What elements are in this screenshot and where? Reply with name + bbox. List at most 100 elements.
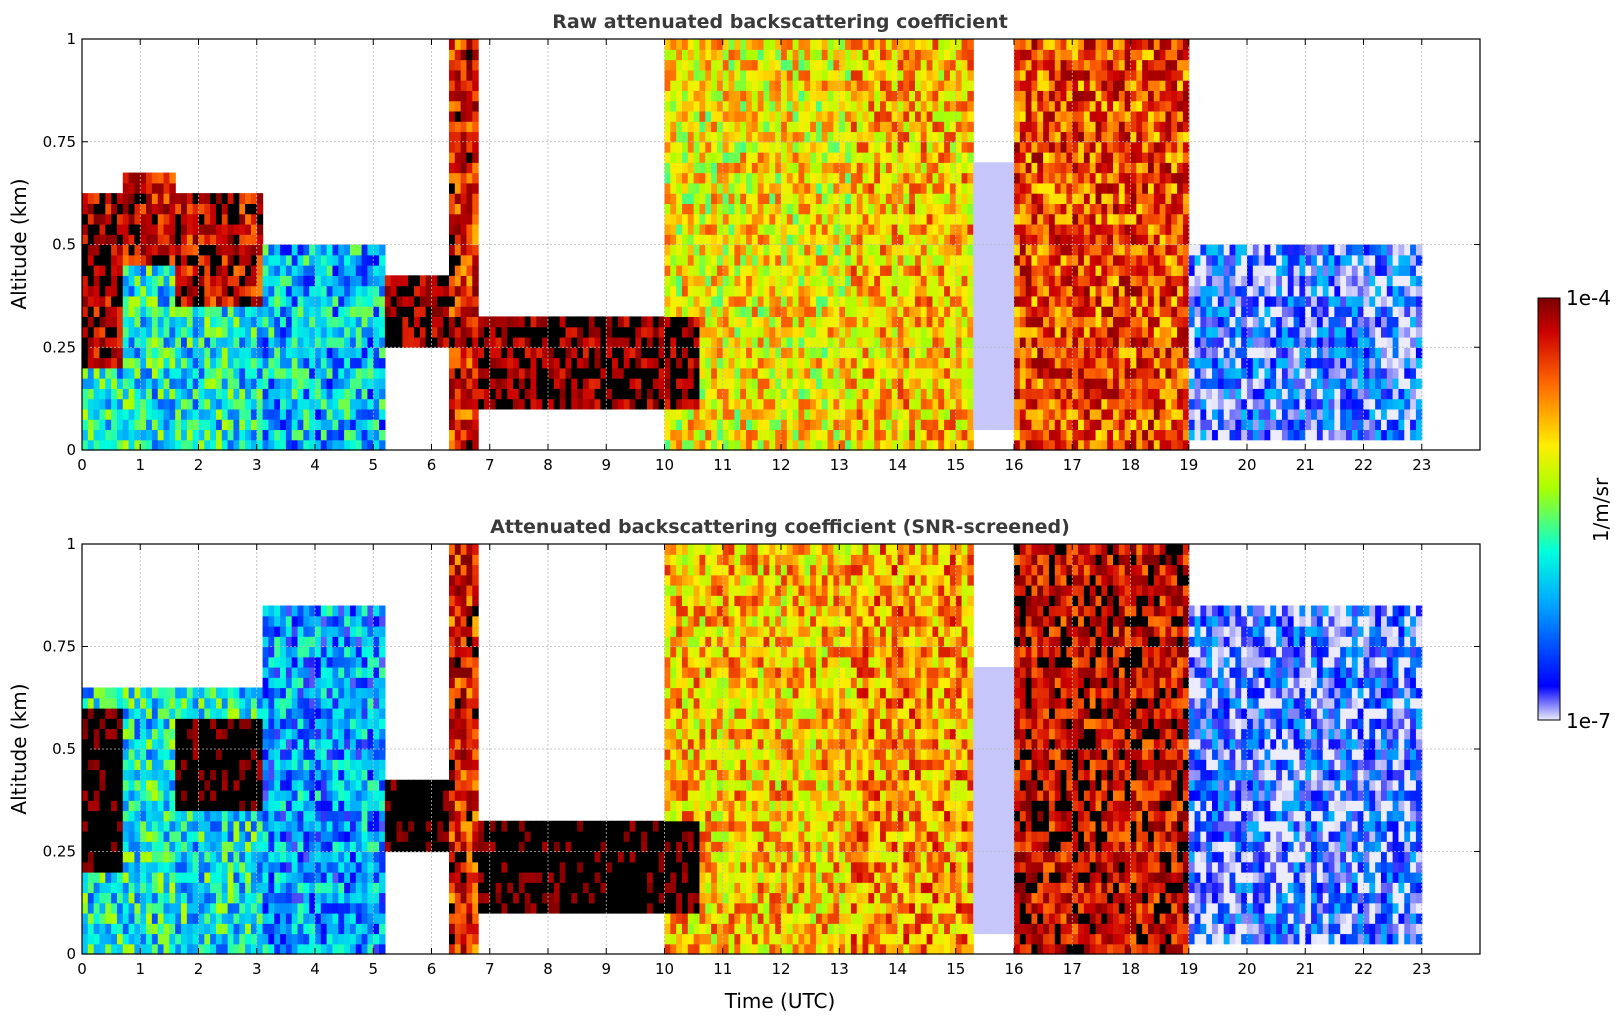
heatmap-cell [1113, 316, 1120, 328]
heatmap-cell [361, 254, 369, 266]
heatmap-cell [361, 306, 369, 318]
heatmap-cell [833, 367, 840, 379]
heatmap-cell [874, 121, 881, 133]
heatmap-cell [1048, 223, 1056, 235]
heatmap-cell [880, 223, 887, 235]
heatmap-cell [845, 347, 852, 359]
heatmap-cell [448, 203, 456, 215]
heatmap-cell [880, 110, 887, 122]
heatmap-cell [944, 388, 951, 400]
heatmap-cell [775, 265, 782, 276]
heatmap-cell [798, 90, 805, 102]
heatmap-cell [140, 336, 147, 348]
heatmap-cell [472, 326, 479, 338]
heatmap-cell [979, 357, 986, 369]
heatmap-cell [856, 347, 864, 359]
heatmap-cell [466, 429, 473, 441]
heatmap-cell [652, 398, 660, 410]
heatmap-cell [338, 326, 345, 338]
heatmap-cell [606, 326, 613, 338]
heatmap-cell [472, 121, 479, 133]
heatmap-cell [419, 326, 427, 338]
heatmap-cell [938, 162, 945, 174]
heatmap-cell [204, 326, 211, 338]
heatmap-cell [874, 49, 881, 61]
heatmap-cell [87, 388, 95, 400]
heatmap-cell [920, 110, 928, 122]
heatmap-cell [740, 141, 747, 153]
heatmap-cell [454, 265, 462, 276]
heatmap-cell [157, 439, 165, 451]
heatmap-cell [856, 110, 864, 122]
heatmap-cell [617, 316, 625, 328]
heatmap-cell [1095, 398, 1102, 410]
heatmap-cell [932, 213, 939, 225]
heatmap-cell [233, 408, 240, 420]
heatmap-cell [1066, 388, 1073, 400]
heatmap-cell [82, 367, 89, 379]
heatmap-cell [903, 90, 910, 102]
heatmap-cell [215, 244, 223, 256]
heatmap-cell [781, 408, 788, 420]
heatmap-cell [198, 234, 205, 246]
heatmap-cell [1031, 367, 1038, 379]
heatmap-cell [1136, 439, 1143, 451]
heatmap-cell [944, 316, 951, 328]
heatmap-cell [309, 336, 316, 348]
heatmap-cell [932, 193, 939, 204]
heatmap-cell [746, 265, 753, 276]
heatmap-cell [1078, 347, 1085, 359]
heatmap-cell [909, 110, 916, 122]
heatmap-cell [909, 141, 916, 153]
heatmap-cell [233, 388, 240, 400]
heatmap-cell [175, 254, 182, 266]
heatmap-cell [996, 265, 1003, 276]
heatmap-cell [373, 326, 380, 338]
heatmap-cell [955, 398, 963, 410]
heatmap-cell [1136, 59, 1143, 71]
heatmap-cell [798, 141, 805, 153]
heatmap-cell [676, 172, 683, 184]
heatmap-cell [909, 203, 916, 215]
heatmap-cell [245, 203, 252, 215]
heatmap-cell [973, 162, 980, 174]
heatmap-cell [1095, 306, 1102, 318]
heatmap-cell [495, 357, 502, 369]
heatmap-cell [1089, 100, 1097, 112]
heatmap-cell [239, 398, 246, 410]
heatmap-cell [1019, 182, 1027, 194]
heatmap-cell [955, 347, 963, 359]
heatmap-cell [448, 223, 456, 235]
heatmap-cell [262, 408, 270, 420]
heatmap-cell [349, 378, 357, 389]
heatmap-cell [751, 193, 759, 204]
heatmap-cell [332, 244, 339, 256]
heatmap-cell [1101, 244, 1108, 256]
heatmap-cell [693, 367, 701, 379]
heatmap-cell [1054, 162, 1062, 174]
heatmap-cell [711, 306, 718, 318]
heatmap-cell [996, 326, 1003, 338]
heatmap-cell [944, 100, 951, 112]
heatmap-cell [1072, 152, 1079, 163]
heatmap-cell [1014, 336, 1021, 348]
heatmap-cell [355, 347, 363, 359]
heatmap-cell [944, 347, 951, 359]
heatmap-cell [944, 141, 951, 153]
heatmap-cell [303, 398, 310, 410]
heatmap-cell [938, 80, 945, 91]
heatmap-cell [221, 398, 229, 410]
heatmap-cell [1025, 408, 1033, 420]
heatmap-cell [530, 398, 537, 410]
heatmap-cell [1107, 49, 1114, 61]
heatmap-cell [775, 357, 782, 369]
heatmap-cell [775, 378, 782, 389]
heatmap-cell [303, 408, 310, 420]
heatmap-cell [332, 265, 339, 276]
heatmap-cell [920, 419, 928, 431]
heatmap-cell [740, 285, 747, 297]
heatmap-cell [862, 49, 869, 61]
heatmap-cell [320, 306, 328, 318]
heatmap-cell [553, 326, 561, 338]
heatmap-cell [454, 100, 462, 112]
